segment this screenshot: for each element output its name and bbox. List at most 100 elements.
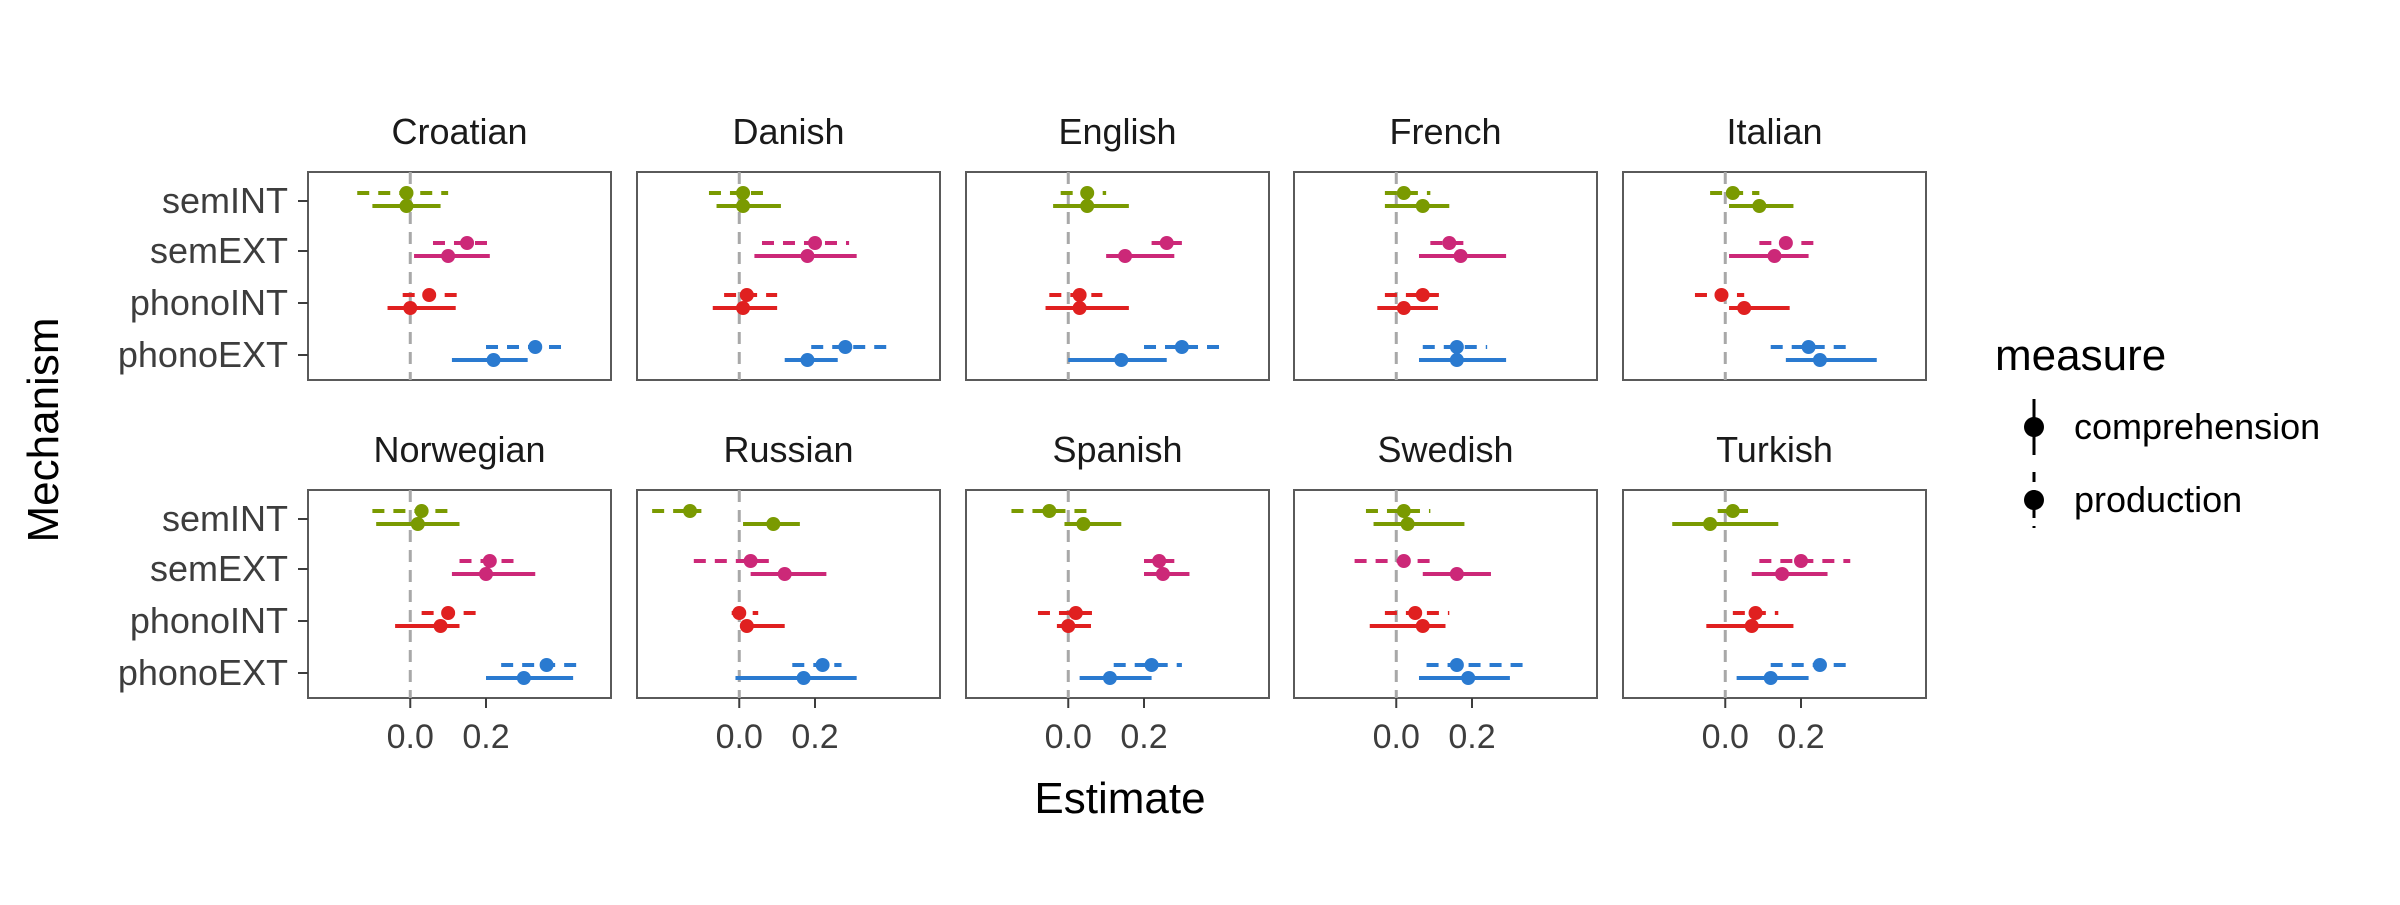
y-tick-label: phonoEXT bbox=[118, 334, 288, 375]
production-point-semINT bbox=[1396, 504, 1411, 518]
x-tick-label: 0.0 bbox=[716, 718, 763, 756]
panel-frame bbox=[307, 171, 612, 381]
comprehension-point-phonoEXT bbox=[1114, 353, 1129, 367]
facet-croatian: Croatian semINT semEXT phonoINT phonoEXT bbox=[118, 111, 612, 381]
production-point-semEXT bbox=[808, 236, 823, 250]
legend-items: comprehension production bbox=[2024, 399, 2320, 528]
panel-frame bbox=[1293, 489, 1598, 699]
comprehension-point-semEXT bbox=[1453, 249, 1468, 263]
production-point-phonoEXT bbox=[1174, 340, 1189, 354]
facet-english: English bbox=[965, 111, 1270, 381]
comprehension-point-semINT bbox=[736, 199, 751, 213]
production-point-semINT bbox=[1042, 504, 1057, 518]
facet-title: Norwegian bbox=[373, 429, 545, 470]
comprehension-point-semEXT bbox=[479, 567, 494, 581]
comprehension-point-phonoEXT bbox=[1461, 671, 1476, 685]
production-point-phonoEXT bbox=[1449, 658, 1464, 672]
comprehension-point-phonoEXT bbox=[800, 353, 815, 367]
production-point-phonoEXT bbox=[528, 340, 543, 354]
production-point-phonoINT bbox=[441, 606, 456, 620]
x-tick-label: 0.0 bbox=[1045, 718, 1092, 756]
facet-italian: Italian bbox=[1622, 111, 1927, 381]
legend-label: comprehension bbox=[2074, 406, 2320, 447]
comprehension-point-semEXT bbox=[1775, 567, 1790, 581]
facet-turkish: Turkish 0.0 0.2 bbox=[1622, 429, 1927, 756]
x-tick-label: 0.2 bbox=[462, 718, 509, 756]
legend-title: measure bbox=[1995, 331, 2166, 380]
x-tick-label: 0.2 bbox=[1448, 718, 1495, 756]
production-point-semINT bbox=[1725, 186, 1740, 200]
panel-frame bbox=[965, 171, 1270, 381]
comprehension-point-phonoINT bbox=[1744, 619, 1759, 633]
production-point-phonoINT bbox=[1068, 606, 1083, 620]
comprehension-point-semINT bbox=[410, 517, 425, 531]
facet-title: French bbox=[1389, 111, 1501, 152]
production-point-phonoEXT bbox=[1144, 658, 1159, 672]
comprehension-point-semINT bbox=[1703, 517, 1718, 531]
facet-swedish: Swedish 0.0 0.2 bbox=[1293, 429, 1598, 756]
facet-title: Italian bbox=[1726, 111, 1822, 152]
production-point-phonoEXT bbox=[1449, 340, 1464, 354]
facet-danish: Danish bbox=[636, 111, 941, 381]
y-tick-label: semEXT bbox=[150, 230, 288, 271]
y-axis-title: Mechanism bbox=[19, 318, 68, 543]
production-point-semEXT bbox=[1396, 554, 1411, 568]
x-tick-label: 0.2 bbox=[1777, 718, 1824, 756]
production-point-phonoINT bbox=[1748, 606, 1763, 620]
production-point-semINT bbox=[1725, 504, 1740, 518]
production-point-phonoINT bbox=[739, 288, 754, 302]
comprehension-point-semINT bbox=[1415, 199, 1430, 213]
legend-key-point bbox=[2024, 417, 2044, 437]
comprehension-point-phonoINT bbox=[1061, 619, 1076, 633]
comprehension-point-semINT bbox=[399, 199, 414, 213]
comprehension-point-phonoINT bbox=[736, 301, 751, 315]
comprehension-point-semEXT bbox=[1449, 567, 1464, 581]
production-point-phonoINT bbox=[1408, 606, 1423, 620]
comprehension-point-phonoEXT bbox=[1449, 353, 1464, 367]
production-point-phonoINT bbox=[1714, 288, 1729, 302]
comprehension-point-phonoINT bbox=[403, 301, 418, 315]
comprehension-point-phonoINT bbox=[739, 619, 754, 633]
facet-spanish: Spanish 0.0 0.2 bbox=[965, 429, 1270, 756]
comprehension-point-semINT bbox=[1400, 517, 1415, 531]
production-point-phonoINT bbox=[1415, 288, 1430, 302]
production-point-semEXT bbox=[482, 554, 497, 568]
x-tick-label: 0.0 bbox=[1373, 718, 1420, 756]
y-tick-label: phonoEXT bbox=[118, 652, 288, 693]
comprehension-point-semINT bbox=[1076, 517, 1091, 531]
x-tick-label: 0.2 bbox=[1120, 718, 1167, 756]
production-point-semEXT bbox=[1152, 554, 1167, 568]
legend-label: production bbox=[2074, 479, 2242, 520]
comprehension-point-phonoEXT bbox=[516, 671, 531, 685]
production-point-semEXT bbox=[1159, 236, 1174, 250]
facet-panels: Croatian semINT semEXT phonoINT phonoEXT Dani… bbox=[118, 111, 1927, 756]
production-point-phonoEXT bbox=[1801, 340, 1816, 354]
comprehension-point-semEXT bbox=[1155, 567, 1170, 581]
comprehension-point-phonoEXT bbox=[1812, 353, 1827, 367]
y-tick-label: semEXT bbox=[150, 548, 288, 589]
comprehension-point-semINT bbox=[766, 517, 781, 531]
production-point-phonoINT bbox=[1072, 288, 1087, 302]
legend-key-point bbox=[2024, 490, 2044, 510]
legend-item-comprehension: comprehension bbox=[2024, 399, 2320, 455]
facet-norwegian: Norwegian semINT semEXT phonoINT phonoEXT 0.0… bbox=[118, 429, 612, 756]
comprehension-point-semEXT bbox=[1118, 249, 1133, 263]
comprehension-point-semEXT bbox=[1767, 249, 1782, 263]
y-tick-label: semINT bbox=[162, 180, 288, 221]
comprehension-point-phonoINT bbox=[1737, 301, 1752, 315]
production-point-semEXT bbox=[460, 236, 475, 250]
comprehension-point-phonoEXT bbox=[486, 353, 501, 367]
production-point-phonoINT bbox=[422, 288, 437, 302]
facet-russian: Russian 0.0 0.2 bbox=[636, 429, 941, 756]
comprehension-point-semEXT bbox=[777, 567, 792, 581]
y-tick-label: semINT bbox=[162, 498, 288, 539]
production-point-semINT bbox=[399, 186, 414, 200]
comprehension-point-semEXT bbox=[800, 249, 815, 263]
panel-frame bbox=[636, 171, 941, 381]
comprehension-point-phonoEXT bbox=[796, 671, 811, 685]
production-point-semINT bbox=[414, 504, 429, 518]
comprehension-point-phonoINT bbox=[1415, 619, 1430, 633]
production-point-phonoEXT bbox=[838, 340, 853, 354]
comprehension-point-phonoINT bbox=[433, 619, 448, 633]
